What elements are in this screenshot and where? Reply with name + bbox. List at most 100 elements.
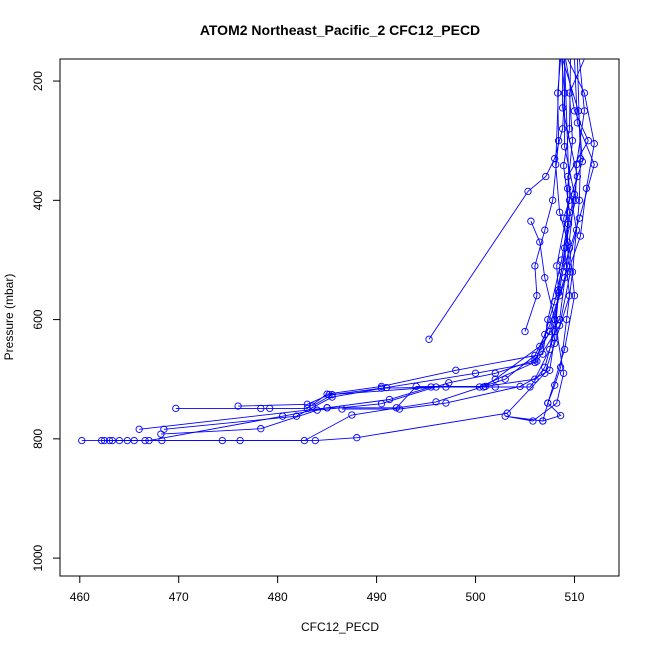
data-point [491,375,499,383]
profile-series [521,59,563,336]
data-point [544,399,552,407]
data-point [527,217,535,225]
profile-line [238,59,575,407]
data-point [218,436,226,445]
data-point [172,404,180,413]
y-axis-label: Pressure (mbar) [2,274,16,361]
data-point [432,398,440,406]
y-axis: 200 400 600 800 1000 [31,71,61,571]
profile-series [338,59,574,413]
y-tick-label: 800 [31,429,45,449]
y-tick-label: 400 [31,190,45,210]
data-point [533,292,541,300]
y-tick-label: 200 [31,71,45,91]
data-point [559,369,568,377]
data-point [575,196,584,204]
data-point [160,425,168,433]
data-point [565,125,574,133]
profile-series [539,59,585,425]
data-point [395,405,404,413]
data-point [556,363,565,371]
data-point [536,238,544,246]
data-point [560,345,569,354]
data-point [539,417,547,425]
data-point [292,412,301,420]
x-tick-label: 510 [564,590,584,604]
data-point [551,333,559,342]
y-tick-label: 600 [31,309,45,329]
data-point [554,137,563,145]
data-point [558,125,567,133]
data-point [257,425,265,433]
plot-area [78,59,598,445]
data-point [541,330,549,339]
profile-line [163,59,585,430]
data-point [521,327,529,336]
data-point [471,369,480,377]
data-point [308,402,316,410]
data-point [558,104,567,112]
data-point [555,208,564,216]
data-point [562,262,571,270]
y-tick-label: 1000 [31,544,45,571]
profile-line [101,59,589,442]
data-point [565,244,574,252]
data-point [531,262,539,270]
data-point [377,382,386,391]
data-point [313,406,321,414]
data-point [562,315,571,324]
data-point [338,405,346,413]
data-point [145,436,153,445]
data-point [501,375,509,383]
profile-line [160,59,595,435]
data-point [559,214,568,222]
data-point [544,315,552,324]
data-point [573,119,582,127]
data-point [531,375,539,383]
data-point [353,434,361,442]
data-point [97,436,106,445]
data-point [377,384,386,392]
data-point [565,89,574,97]
data-point [554,89,562,97]
data-point [574,107,583,115]
x-tick-label: 500 [466,590,486,604]
data-point [565,196,574,204]
data-point [546,366,554,374]
data-point [425,335,433,343]
data-point [590,140,598,148]
profile-line [524,59,562,332]
data-point [559,162,568,170]
data-point [568,268,577,276]
data-point [541,226,549,234]
profile-series [234,59,579,410]
data-point [551,381,559,389]
data-point [442,399,450,407]
data-point [556,411,565,420]
data-point [311,436,319,445]
data-point [553,262,561,270]
data-point [524,187,532,196]
data-point [560,89,569,97]
data-point [105,436,114,445]
profile-series [425,59,569,343]
data-point [516,382,524,391]
data-point [526,383,534,391]
data-point [563,184,572,193]
x-tick-label: 470 [169,590,189,604]
data-point [115,436,124,445]
data-point [491,383,499,391]
data-point [529,417,537,425]
data-point [557,256,566,264]
data-point [385,395,394,404]
data-point [501,412,509,420]
data-point [328,391,336,399]
data-point [531,358,539,367]
profile-line [139,59,583,430]
data-point [570,107,579,115]
x-tick-label: 460 [70,590,90,604]
data-point [348,411,356,419]
data-point [573,172,582,181]
